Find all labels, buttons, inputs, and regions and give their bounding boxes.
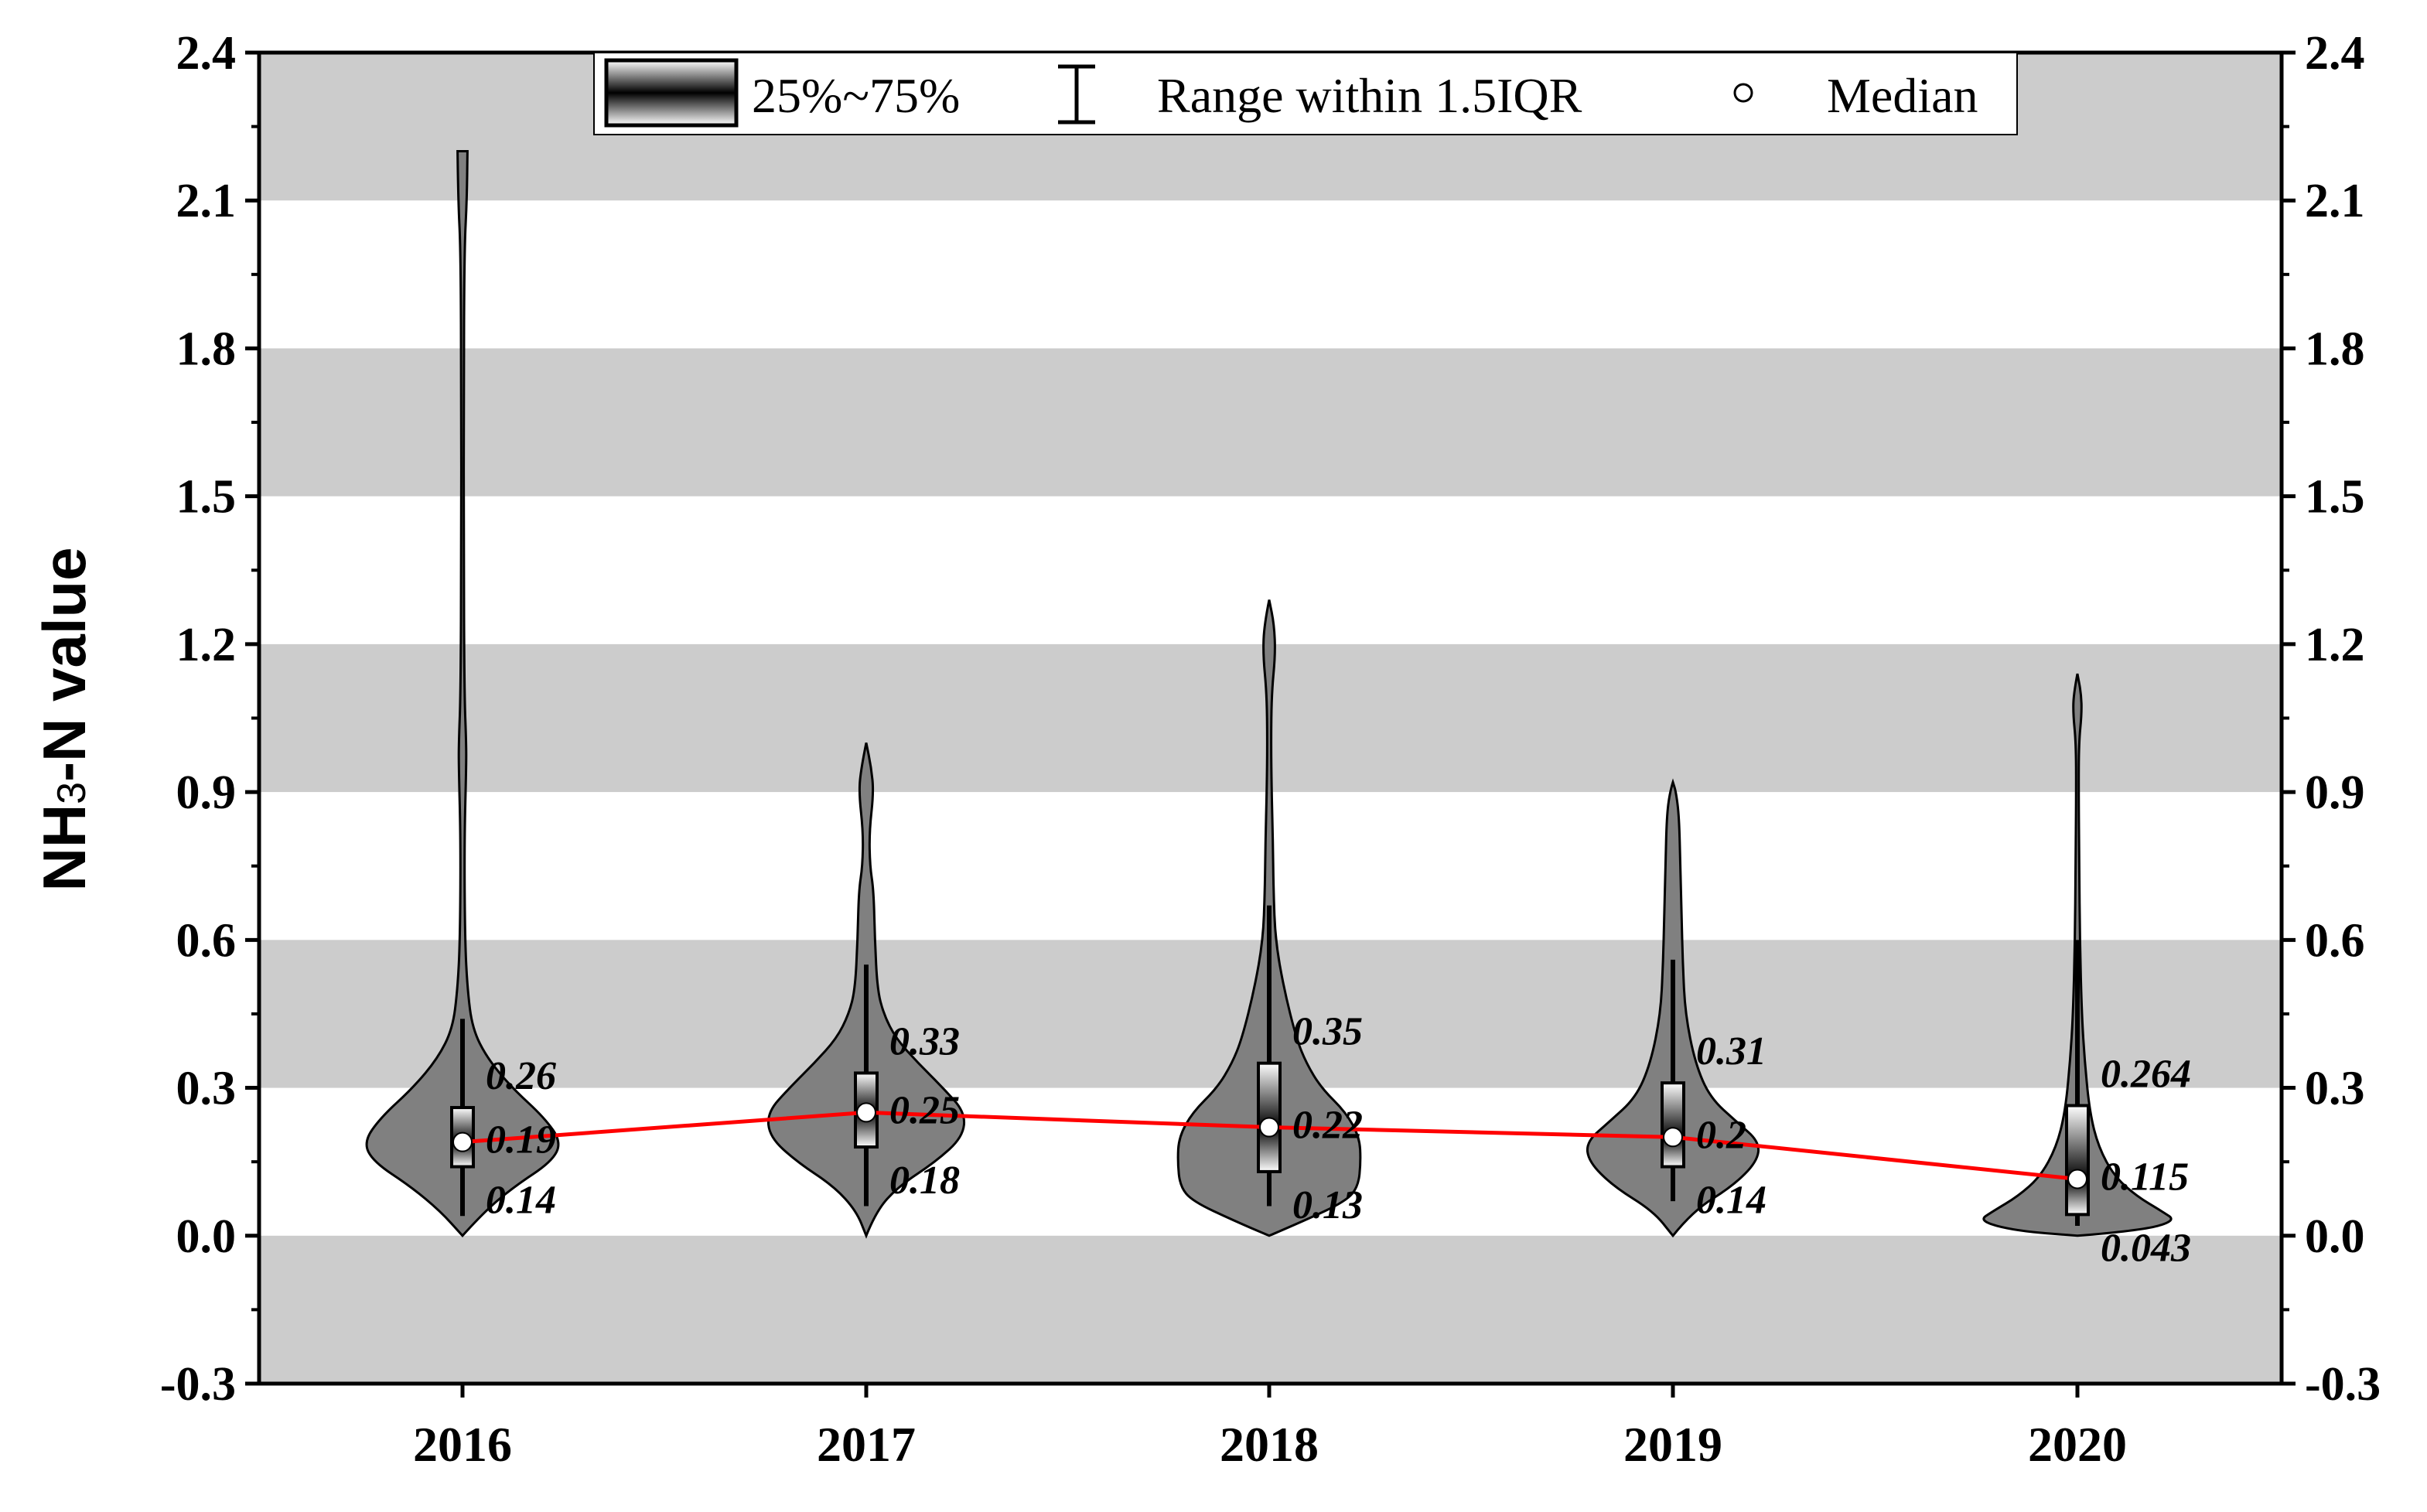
- median-marker-2018: [1259, 1117, 1279, 1138]
- y-tick-label-left-7: 1.8: [176, 323, 237, 375]
- y-tick-label-left-9: 2.4: [176, 27, 237, 80]
- median-markers: [452, 1102, 2087, 1189]
- annotation-q3-2018: 0.35: [1292, 1010, 1363, 1054]
- y-axis-label: NH3-N value: [30, 547, 98, 891]
- median-marker-2017: [856, 1102, 876, 1123]
- legend-median-label: Median: [1827, 68, 1978, 123]
- median-circle-icon: [1733, 83, 1753, 103]
- x-axis: 2016 2017 2018 2019 2020: [413, 1384, 2127, 1472]
- y-tick-label-right-6: 1.5: [2305, 471, 2365, 524]
- x-tick-label-2020: 2020: [2028, 1417, 2127, 1472]
- x-tick-label-2016: 2016: [413, 1417, 512, 1472]
- legend-frame: [593, 52, 2018, 135]
- annotation-median-2019: 0.2: [1696, 1113, 1746, 1157]
- x-tick-label-2019: 2019: [1623, 1417, 1722, 1472]
- median-marker-2019: [1663, 1127, 1683, 1148]
- y-tick-label-left-8: 2.1: [176, 175, 237, 227]
- annotation-q3-2017: 0.33: [889, 1019, 960, 1063]
- legend-iqr-label: 25%~75%: [752, 68, 960, 123]
- y-tick-label-left-0: -0.3: [160, 1358, 236, 1411]
- y-axis-label-subscript: 3: [49, 782, 94, 804]
- median-marker-2016: [452, 1131, 473, 1152]
- x-tick-label-2017: 2017: [817, 1417, 916, 1472]
- y-tick-label-left-2: 0.3: [176, 1063, 237, 1115]
- annotation-q3-2020: 0.264: [2101, 1053, 2191, 1097]
- y-tick-label-left-6: 1.5: [176, 471, 237, 524]
- violin-2016: [365, 149, 560, 1238]
- median-marker-2020: [2067, 1169, 2087, 1189]
- y-axis-right: -0.3 0.0 0.3 0.6 0.9 1.2 1.5 1.8 2.1 2.4: [2282, 27, 2381, 1411]
- grid-band-0: [259, 1235, 2282, 1384]
- annotation-q1-2019: 0.14: [1696, 1179, 1766, 1223]
- iqr-box-2020: [2065, 1104, 2090, 1217]
- annotation-q1-2020: 0.043: [2101, 1226, 2191, 1270]
- annotation-q1-2017: 0.18: [889, 1159, 960, 1203]
- annotation-median-2016: 0.19: [486, 1118, 556, 1162]
- y-axis-left: -0.3 0.0 0.3 0.6 0.9 1.2 1.5 1.8 2.1 2.4: [160, 27, 259, 1411]
- y-tick-label-right-2: 0.3: [2305, 1063, 2365, 1115]
- iqr-box-2019: [1661, 1081, 1685, 1169]
- annotation-q1-2016: 0.14: [486, 1179, 556, 1223]
- y-tick-label-left-1: 0.0: [176, 1210, 237, 1263]
- annotation-median-2017: 0.25: [889, 1088, 960, 1132]
- x-tick-label-2018: 2018: [1220, 1417, 1319, 1472]
- annotation-median-2020: 0.115: [2101, 1155, 2189, 1199]
- annotation-q3-2019: 0.31: [1696, 1029, 1766, 1073]
- gradient-box-icon: [604, 58, 739, 128]
- annotation-q1-2018: 0.13: [1292, 1183, 1363, 1227]
- y-tick-label-right-5: 1.2: [2305, 619, 2365, 671]
- y-tick-label-right-8: 2.1: [2305, 175, 2365, 227]
- y-axis-label-main: NH: [30, 804, 98, 892]
- annotation-q3-2016: 0.26: [486, 1054, 556, 1098]
- grid-band-3: [259, 348, 2282, 497]
- legend: 25%~75% Range within 1.5IQR Median: [593, 52, 2018, 135]
- y-tick-label-right-3: 0.6: [2305, 914, 2365, 967]
- y-tick-label-right-7: 1.8: [2305, 323, 2365, 375]
- y-tick-label-right-0: -0.3: [2305, 1358, 2381, 1411]
- y-tick-label-right-1: 0.0: [2305, 1210, 2365, 1263]
- annotation-median-2018: 0.22: [1292, 1104, 1363, 1148]
- y-tick-label-left-5: 1.2: [176, 619, 237, 671]
- value-annotations: 0.26 0.19 0.14 0.33 0.25 0.18 0.35 0.22 0.13 0.31…: [486, 1010, 2191, 1271]
- whisker-range-icon: [1058, 64, 1095, 125]
- y-tick-label-left-4: 0.9: [176, 766, 237, 819]
- y-tick-label-right-4: 0.9: [2305, 766, 2365, 819]
- y-axis-label-rest: -N value: [30, 547, 98, 781]
- legend-range-label: Range within 1.5IQR: [1157, 68, 1582, 123]
- y-tick-label-left-3: 0.6: [176, 914, 237, 967]
- y-tick-label-right-9: 2.4: [2305, 27, 2365, 80]
